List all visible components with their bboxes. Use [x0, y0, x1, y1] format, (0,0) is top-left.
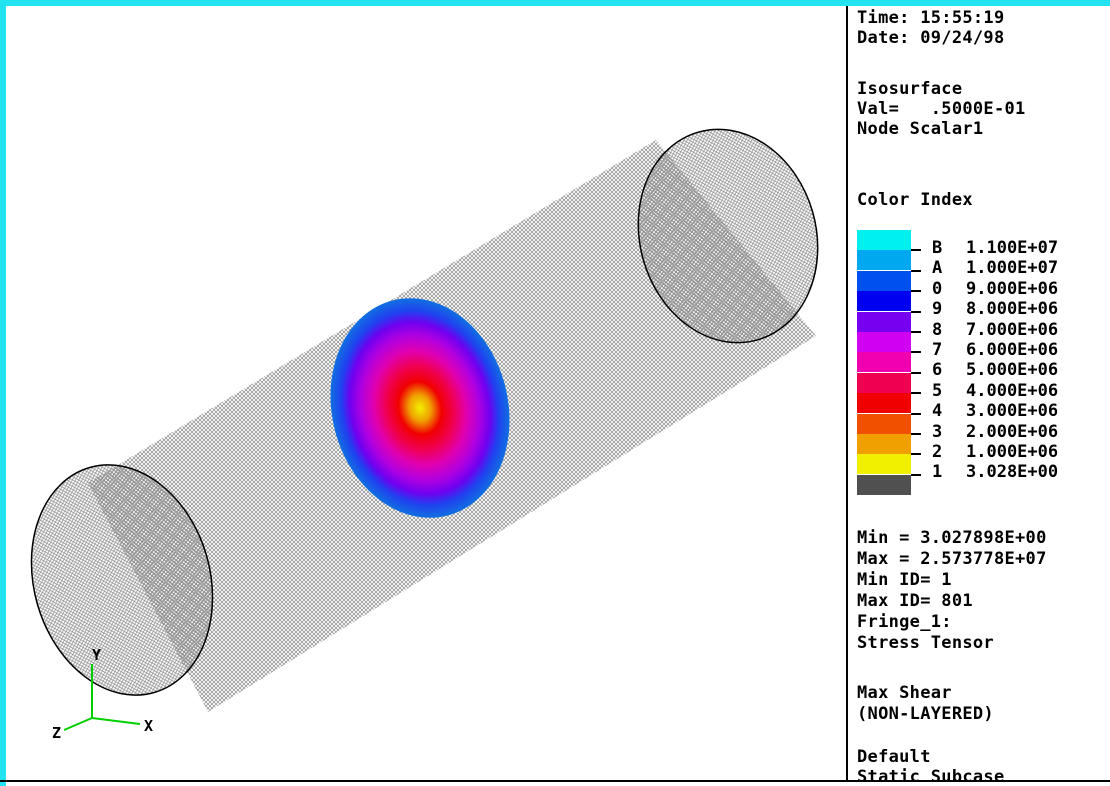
isosurface-value: Val= .5000E-01: [857, 99, 1026, 119]
window-top-border: [0, 0, 1110, 6]
legend-value: 2.000E+06: [966, 421, 1059, 442]
fringe-label: Fringe_1:: [857, 612, 952, 632]
time-label: Time: 15:55:19: [857, 8, 1005, 28]
default-label: Default: [857, 747, 931, 767]
legend-index-label: 2: [932, 442, 943, 462]
legend-swatch: [857, 352, 911, 373]
legend-index-label: 6: [932, 360, 943, 381]
legend-value: 5.000E+06: [966, 360, 1059, 381]
legend-tick: [911, 433, 921, 435]
legend-tick: [911, 249, 921, 252]
max-shear-label: Max Shear: [857, 683, 952, 703]
z-axis-line: [63, 717, 93, 731]
cylinder-end-cap-left: [30, 464, 214, 696]
min-value: Min = 3.027898E+00: [857, 528, 1047, 548]
legend-swatch: [857, 393, 911, 414]
max-value: Max = 2.573778E+07: [857, 549, 1047, 569]
x-axis-line: [91, 717, 141, 725]
legend-swatch: [857, 372, 911, 393]
legend-swatch: [857, 332, 911, 352]
legend-swatch: [857, 413, 911, 434]
legend-swatch: [857, 230, 911, 250]
legend-index-label: 9: [932, 299, 943, 320]
legend-tick: [911, 473, 921, 476]
results-info-panel: Time: 15:55:19 Date: 09/24/98 Isosurface…: [848, 6, 1110, 780]
legend-value: 9.000E+06: [966, 278, 1059, 299]
legend-swatch: [857, 434, 911, 454]
legend-tick: [911, 351, 921, 354]
subcase-label: Static Subcase: [857, 767, 1005, 780]
legend-index-label: 1: [932, 462, 943, 483]
legend-value: 1.000E+07: [966, 258, 1059, 279]
legend-value: 7.000E+06: [966, 319, 1059, 340]
legend-index-label: 5: [932, 380, 943, 401]
legend-tick: [911, 392, 921, 395]
legend-swatch: [857, 454, 911, 475]
legend-index-label: 7: [932, 340, 943, 360]
legend-value: 3.000E+06: [966, 401, 1059, 422]
legend-swatch: [857, 270, 911, 291]
legend-index-label: A: [932, 258, 943, 279]
legend-tick: [911, 453, 921, 456]
x-axis-label: X: [144, 717, 153, 735]
layer-label: (NON-LAYERED): [857, 704, 994, 724]
window-bottom-border: [0, 780, 1110, 782]
window-left-border: [0, 0, 6, 786]
legend-tick: [911, 331, 921, 333]
legend-tick: [911, 290, 921, 293]
cylinder-end-cap-right: [637, 128, 819, 344]
legend-index-label: 4: [932, 401, 943, 422]
color-index-title: Color Index: [857, 190, 973, 210]
graphics-viewport[interactable]: Y X Z: [6, 6, 846, 780]
legend-index-label: 8: [932, 319, 943, 340]
isosurface-title: Isosurface: [857, 79, 963, 99]
stress-tensor-label: Stress Tensor: [857, 633, 994, 653]
legend-value: 6.000E+06: [966, 340, 1059, 360]
legend-swatch: [857, 311, 911, 332]
legend-value: 4.000E+06: [966, 380, 1059, 401]
panel-divider: [846, 6, 848, 780]
legend-tick: [911, 310, 921, 313]
coordinate-axes: Y X Z: [52, 646, 153, 742]
legend-value: 1.100E+07: [966, 238, 1059, 258]
legend-value: 1.000E+06: [966, 442, 1059, 462]
date-label: Date: 09/24/98: [857, 28, 1005, 48]
legend-index-label: 3: [932, 421, 943, 442]
z-axis-label: Z: [52, 724, 61, 742]
legend-value: 8.000E+06: [966, 299, 1059, 320]
legend-swatch: [857, 250, 911, 271]
legend-value: 3.028E+00: [966, 462, 1059, 483]
max-id: Max ID= 801: [857, 591, 973, 611]
y-axis-label: Y: [92, 646, 101, 664]
model-scene: Y X Z: [30, 128, 819, 742]
isosurface-node: Node Scalar1: [857, 119, 984, 139]
isosurface-fringe-disk: [330, 298, 510, 518]
legend-index-label: 0: [932, 278, 943, 299]
legend-tick: [911, 269, 921, 272]
legend-tick: [911, 371, 921, 374]
min-id: Min ID= 1: [857, 570, 952, 590]
legend-tick: [911, 412, 921, 415]
legend-index-label: B: [932, 238, 943, 258]
legend-swatch: [857, 291, 911, 312]
legend-swatch-bottom: [857, 474, 911, 495]
